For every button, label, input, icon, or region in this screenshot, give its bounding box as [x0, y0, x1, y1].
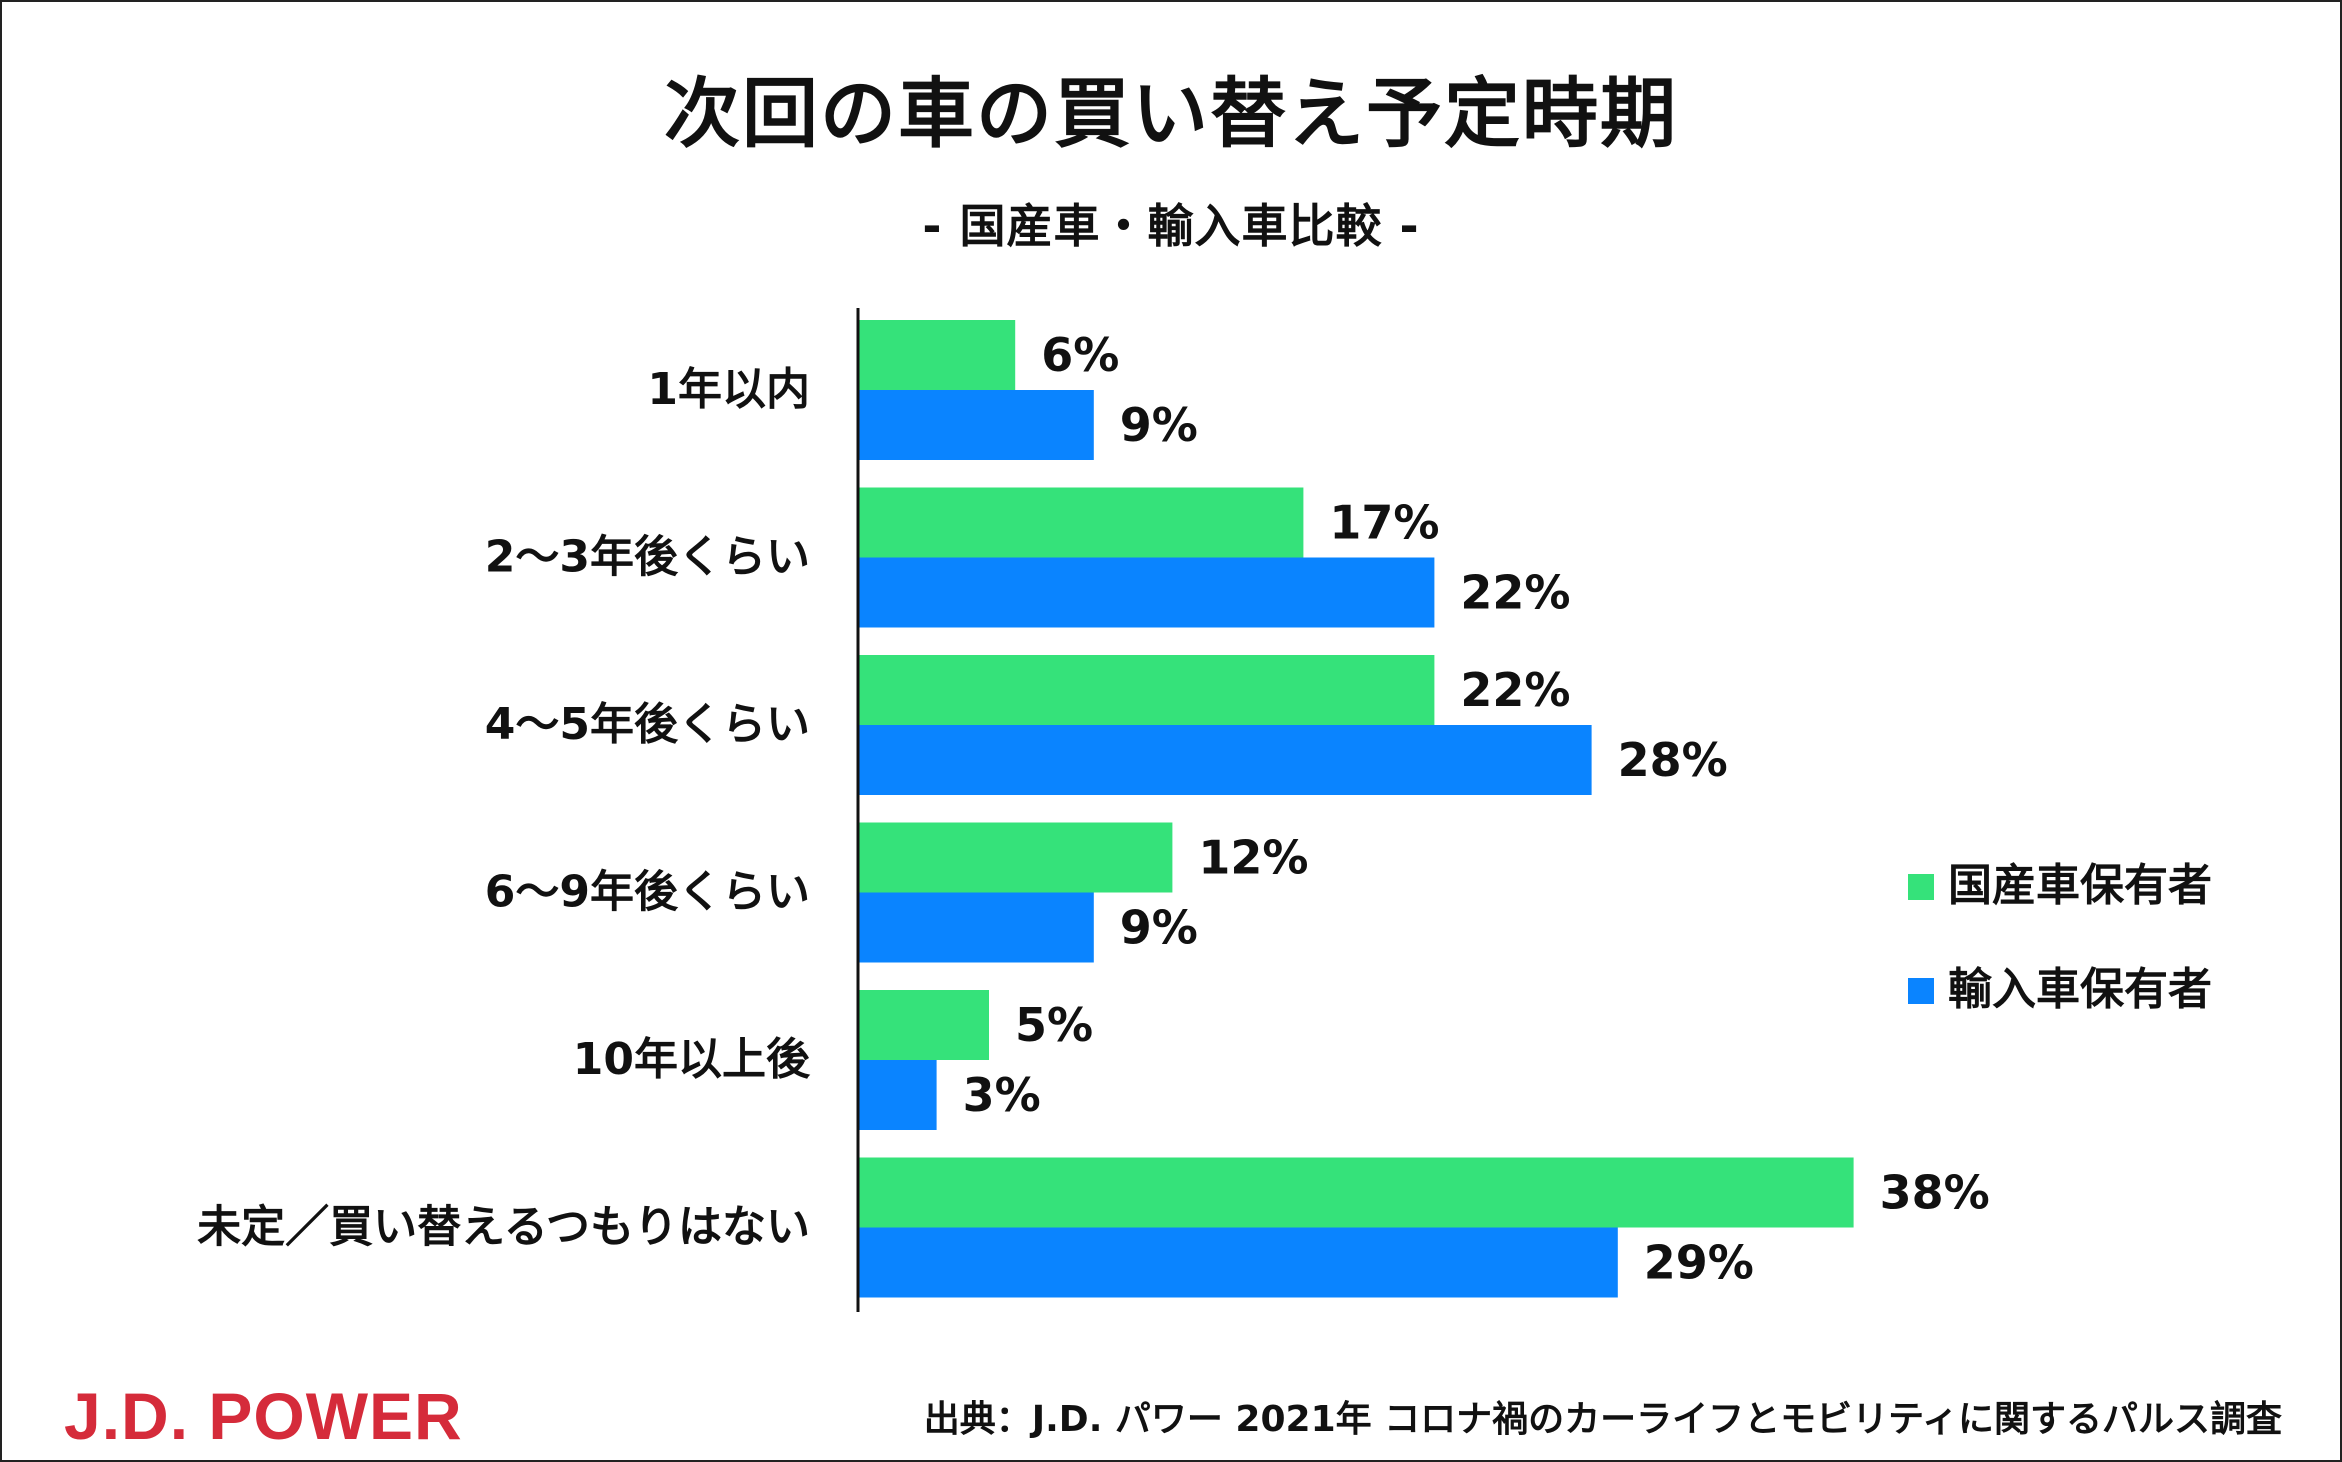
category-label: 4～5年後くらい: [485, 699, 810, 750]
category-label: 1年以内: [647, 364, 810, 415]
bar-domestic: [858, 487, 1304, 558]
bar-domestic: [858, 1157, 1854, 1228]
data-label: 3%: [963, 1068, 1041, 1122]
bar-imported: [858, 557, 1435, 628]
data-label: 28%: [1618, 733, 1728, 787]
data-label: 6%: [1041, 328, 1119, 382]
data-label: 38%: [1880, 1166, 1990, 1220]
bar-imported: [858, 390, 1094, 460]
data-label: 17%: [1329, 496, 1439, 550]
bar-imported: [858, 1227, 1618, 1298]
bar-domestic: [858, 655, 1435, 725]
data-label: 9%: [1120, 901, 1198, 955]
chart-subtitle: - 国産車・輸入車比較 -: [922, 199, 1420, 253]
bar-domestic: [858, 990, 989, 1060]
data-label: 29%: [1644, 1236, 1754, 1290]
category-label: 6～9年後くらい: [485, 867, 810, 918]
data-label: 22%: [1460, 566, 1570, 620]
bar-imported: [858, 892, 1094, 963]
legend-swatch-domestic: [1908, 874, 1934, 900]
data-label: 12%: [1198, 831, 1308, 885]
jd-power-logo: J.D. POWER: [64, 1379, 463, 1453]
legend-label-imported: 輸入車保有者: [1948, 964, 2212, 1015]
category-label: 2～3年後くらい: [485, 532, 810, 583]
chart-title: 次回の車の買い替え予定時期: [664, 69, 1678, 158]
data-label: 9%: [1120, 398, 1198, 452]
data-label: 5%: [1015, 998, 1093, 1052]
legend-swatch-imported: [1908, 978, 1934, 1004]
category-label: 10年以上後: [573, 1034, 811, 1085]
bar-imported: [858, 725, 1592, 795]
category-label: 未定／買い替えるつもりはない: [197, 1202, 810, 1253]
bar-domestic: [858, 822, 1173, 893]
source-note: 出典：J.D. パワー 2021年 コロナ禍のカーライフとモビリティに関するパル…: [923, 1399, 2282, 1440]
bar-domestic: [858, 320, 1016, 390]
bar-imported: [858, 1060, 937, 1130]
legend-label-domestic: 国産車保有者: [1948, 860, 2212, 911]
data-label: 22%: [1460, 663, 1570, 717]
